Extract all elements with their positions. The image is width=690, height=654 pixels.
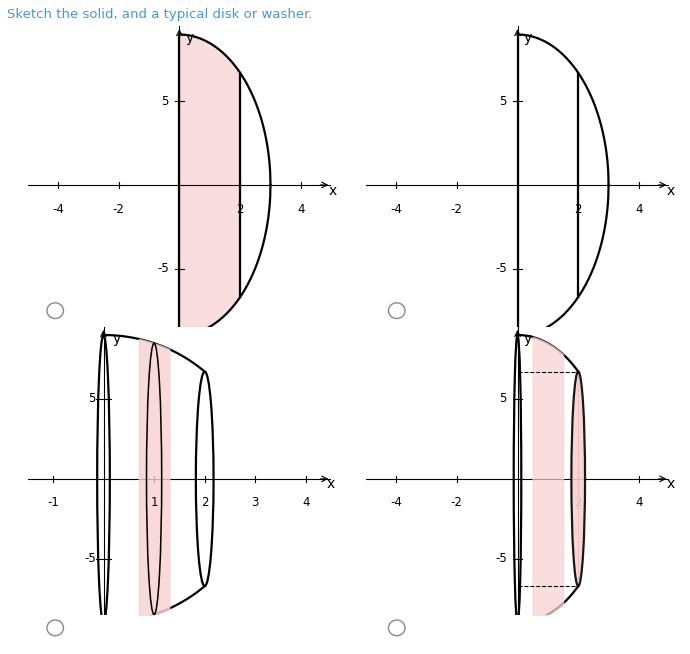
Text: -5: -5 [84, 553, 96, 565]
Text: -4: -4 [390, 496, 402, 509]
Text: 4: 4 [297, 203, 304, 216]
Text: x: x [667, 477, 675, 491]
Text: y: y [186, 31, 194, 45]
Text: 2: 2 [201, 496, 208, 509]
Text: 5: 5 [500, 392, 507, 405]
Ellipse shape [571, 371, 585, 586]
Text: -1: -1 [47, 496, 59, 509]
Text: 5: 5 [161, 95, 169, 108]
Text: x: x [667, 184, 675, 198]
Text: 5: 5 [500, 95, 507, 108]
Text: -5: -5 [157, 262, 169, 275]
Text: y: y [524, 31, 532, 45]
Text: -2: -2 [451, 203, 463, 216]
Text: 2: 2 [575, 496, 582, 509]
Text: 4: 4 [635, 203, 642, 216]
Text: 3: 3 [252, 496, 259, 509]
Text: 4: 4 [302, 496, 310, 509]
Text: 2: 2 [237, 203, 244, 216]
Text: -2: -2 [451, 496, 463, 509]
Text: Sketch the solid, and a typical disk or washer.: Sketch the solid, and a typical disk or … [7, 8, 313, 21]
Text: 4: 4 [635, 496, 642, 509]
Text: x: x [328, 184, 337, 198]
Text: 1: 1 [150, 496, 158, 509]
Text: y: y [524, 332, 532, 345]
Text: -2: -2 [112, 203, 125, 216]
Text: 5: 5 [88, 392, 96, 405]
Text: 2: 2 [575, 203, 582, 216]
Text: x: x [326, 477, 335, 491]
Text: -4: -4 [52, 203, 64, 216]
Text: -4: -4 [390, 203, 402, 216]
Text: y: y [112, 332, 121, 345]
Text: -5: -5 [495, 553, 507, 565]
Text: -5: -5 [495, 262, 507, 275]
